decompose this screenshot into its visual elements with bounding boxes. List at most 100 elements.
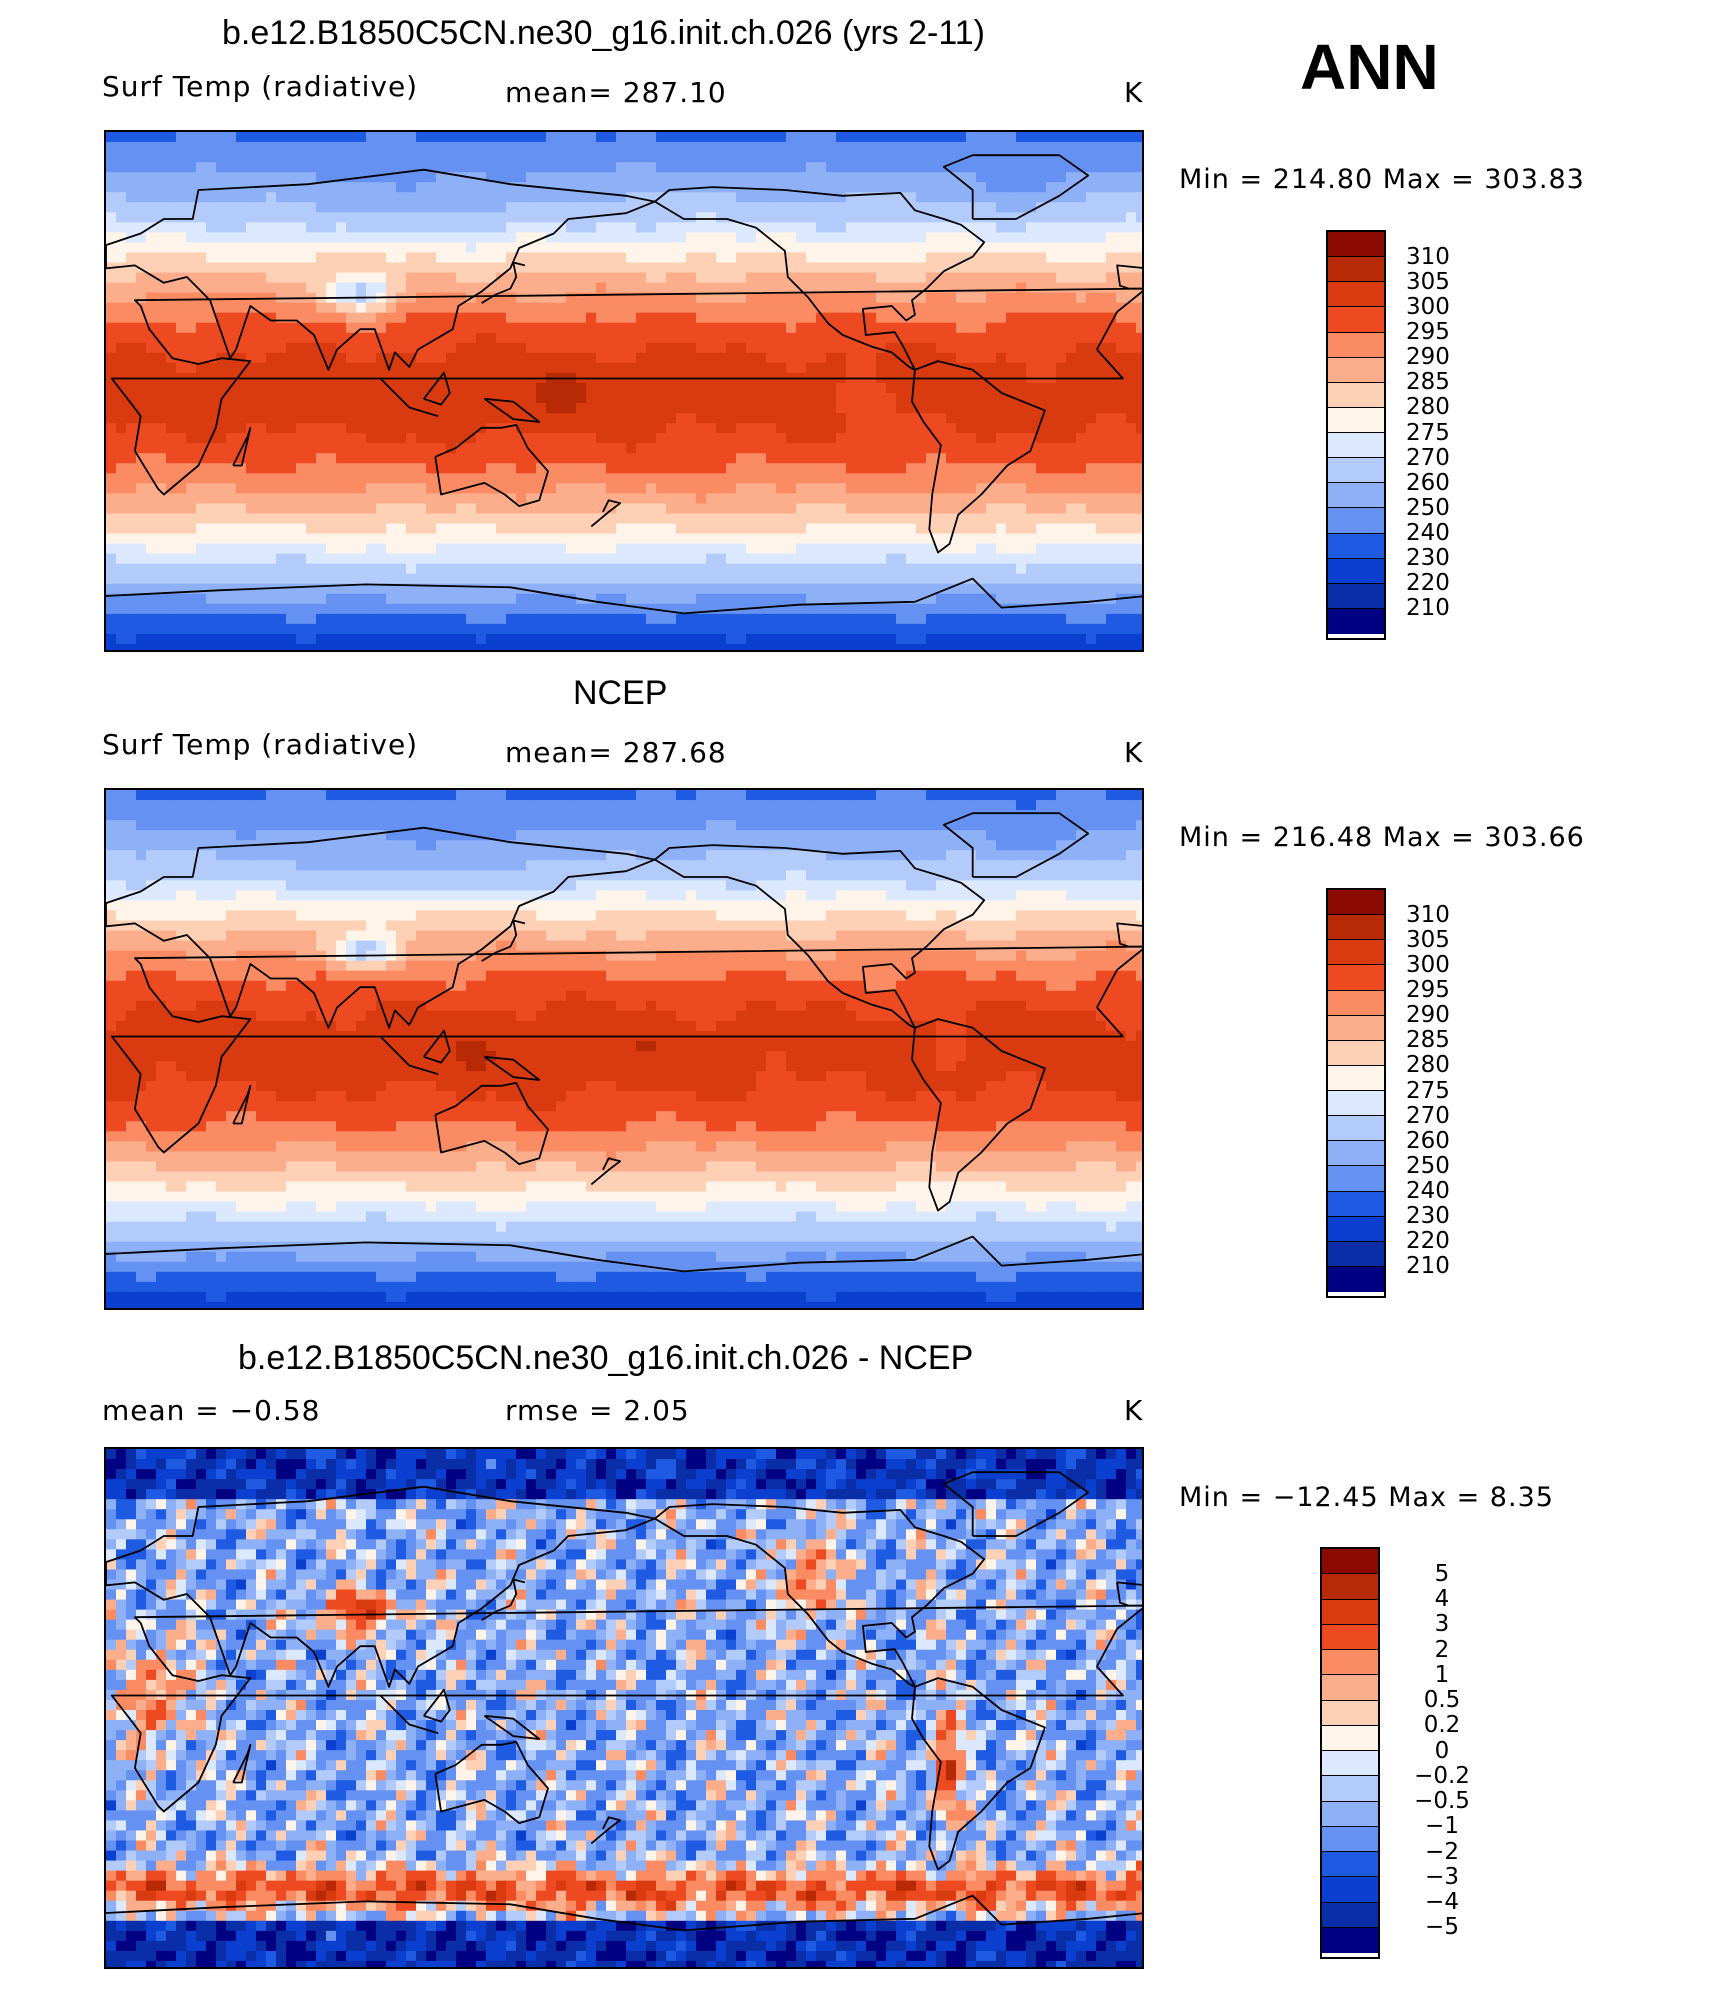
- field-cell: [916, 453, 927, 464]
- field-cell: [886, 483, 897, 494]
- field-cell: [506, 342, 517, 354]
- field-cell: [586, 593, 597, 605]
- field-cell: [226, 553, 237, 565]
- field-cell: [656, 393, 667, 404]
- field-cell: [146, 413, 157, 424]
- field-cell: [286, 342, 297, 354]
- field-cell: [956, 182, 967, 193]
- field-cell: [236, 453, 247, 464]
- field-cell: [516, 342, 527, 354]
- field-cell: [796, 503, 807, 515]
- field-cell: [606, 352, 617, 364]
- field-cell: [796, 162, 807, 173]
- field-cell: [966, 272, 977, 284]
- field-cell: [796, 222, 807, 233]
- field-cell: [166, 473, 177, 484]
- field-cell: [506, 382, 517, 394]
- field-cell: [776, 453, 787, 464]
- field-cell: [696, 142, 707, 153]
- field-cell: [1036, 142, 1047, 153]
- field-cell: [876, 142, 887, 153]
- field-cell: [226, 342, 237, 354]
- field-cell: [906, 503, 917, 515]
- field-cell: [196, 563, 207, 575]
- field-cell: [146, 543, 157, 555]
- field-cell: [456, 212, 467, 223]
- field-cell: [716, 362, 727, 374]
- field-cell: [1026, 483, 1037, 494]
- field-cell: [1086, 483, 1097, 494]
- field-cell: [246, 362, 257, 374]
- field-cell: [566, 473, 577, 484]
- field-cell: [656, 292, 667, 304]
- field-cell: [166, 362, 177, 374]
- field-cell: [566, 132, 577, 143]
- field-cell: [1046, 443, 1057, 454]
- field-cell: [1006, 393, 1017, 404]
- field-cell: [486, 533, 497, 545]
- field-cell: [766, 563, 777, 575]
- field-cell: [456, 503, 467, 515]
- field-cell: [246, 493, 257, 505]
- field-cell: [196, 393, 207, 404]
- field-cell: [1086, 282, 1097, 294]
- field-cell: [166, 593, 177, 605]
- field-cell: [446, 453, 457, 464]
- field-cell: [1126, 252, 1137, 264]
- field-cell: [226, 252, 237, 264]
- field-cell: [1066, 483, 1077, 494]
- field-cell: [656, 433, 667, 444]
- field-cell: [276, 252, 287, 264]
- field-cell: [1016, 593, 1027, 605]
- field-cell: [176, 483, 187, 494]
- field-cell: [346, 152, 357, 163]
- field-cell: [676, 182, 687, 193]
- field-cell: [1026, 393, 1037, 404]
- field-cell: [836, 182, 847, 193]
- field-cell: [106, 242, 117, 254]
- field-cell: [266, 503, 277, 515]
- field-cell: [476, 433, 487, 444]
- field-cell: [236, 192, 247, 203]
- field-cell: [146, 423, 157, 434]
- field-cell: [186, 413, 197, 424]
- field-cell: [336, 332, 347, 344]
- field-cell: [326, 252, 337, 264]
- field-cell: [496, 192, 507, 203]
- field-cell: [826, 222, 837, 233]
- field-cell: [356, 573, 367, 585]
- field-cell: [1086, 152, 1097, 163]
- field-cell: [106, 172, 117, 183]
- field-cell: [376, 282, 387, 294]
- field-cell: [676, 192, 687, 203]
- field-cell: [866, 152, 877, 163]
- field-cell: [336, 132, 347, 143]
- field-cell: [536, 212, 547, 223]
- field-cell: [796, 413, 807, 424]
- field-cell: [786, 463, 797, 474]
- field-cell: [366, 563, 377, 575]
- field-cell: [816, 583, 827, 595]
- field-cell: [826, 513, 837, 525]
- field-cell: [606, 523, 617, 535]
- field-cell: [876, 583, 887, 595]
- field-cell: [886, 242, 897, 254]
- field-cell: [766, 352, 777, 364]
- field-cell: [256, 403, 267, 414]
- field-cell: [416, 573, 427, 585]
- field-cell: [156, 423, 167, 434]
- field-cell: [956, 212, 967, 223]
- field-cell: [926, 272, 937, 284]
- field-cell: [636, 393, 647, 404]
- field-cell: [1066, 513, 1077, 525]
- field-cell: [616, 342, 627, 354]
- field-cell: [406, 543, 417, 555]
- field-cell: [546, 142, 557, 153]
- field-cell: [586, 342, 597, 354]
- field-cell: [436, 543, 447, 555]
- field-cell: [426, 172, 437, 183]
- field-cell: [376, 573, 387, 585]
- field-cell: [736, 463, 747, 474]
- field-cell: [686, 403, 697, 414]
- field-cell: [136, 403, 147, 414]
